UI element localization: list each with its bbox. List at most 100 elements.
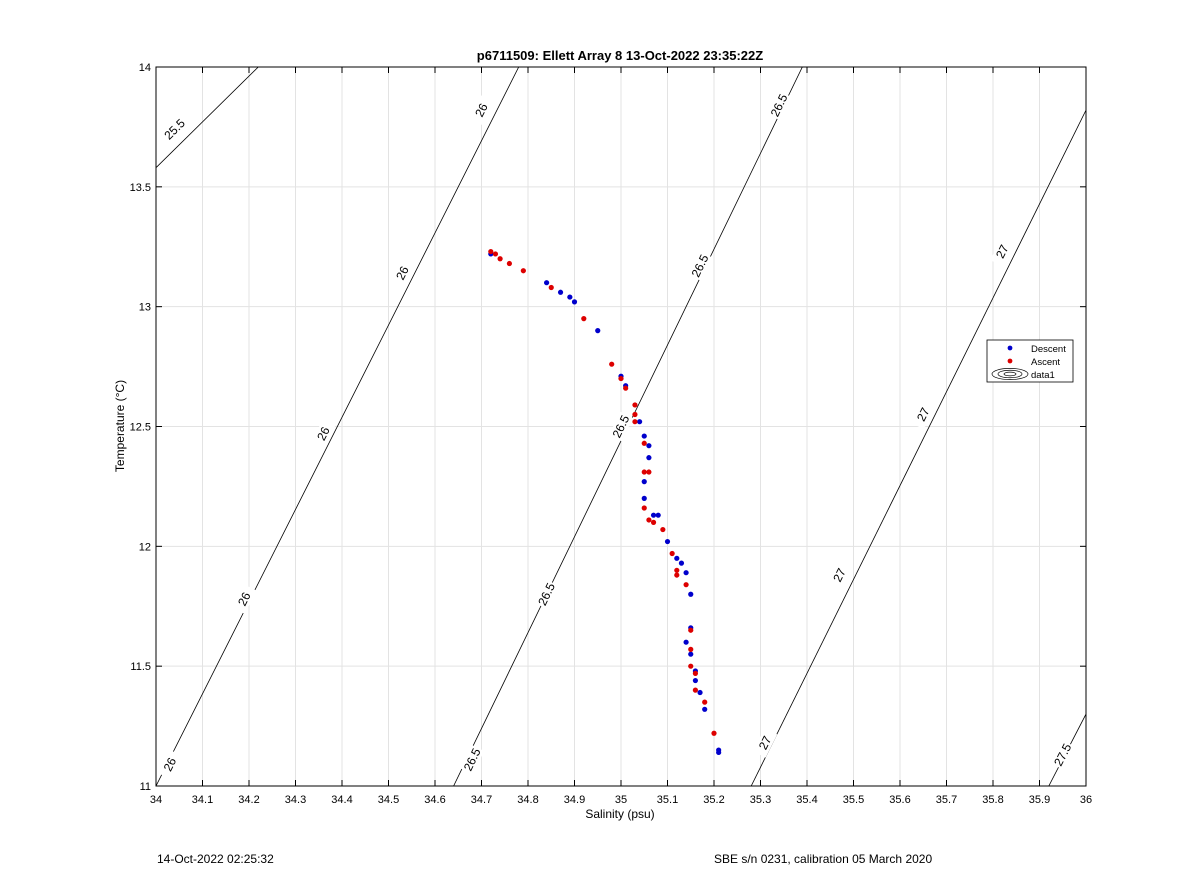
point-ascent (488, 248, 494, 255)
x-tick-label: 34.6 (424, 794, 445, 806)
y-tick-label: 11.5 (130, 661, 151, 673)
legend-contour-icon (1003, 371, 1017, 377)
point-descent (571, 299, 578, 305)
y-tick-label: 13.5 (130, 182, 151, 194)
y-tick-label: 12.5 (130, 422, 151, 434)
contour-label: 26 (472, 101, 491, 120)
point-descent (716, 749, 722, 756)
x-tick-label: 35.5 (843, 794, 864, 806)
x-tick-label: 34 (150, 794, 162, 806)
point-ascent (632, 402, 638, 408)
point-descent (641, 495, 647, 501)
contour-label-bg (390, 258, 415, 288)
point-ascent (650, 519, 657, 525)
point-ascent (688, 627, 694, 633)
point-descent (678, 560, 685, 566)
point-ascent (660, 526, 666, 533)
point-ascent (683, 582, 689, 588)
point-ascent (632, 419, 638, 425)
x-tick-label: 34.4 (331, 794, 352, 806)
point-ascent (646, 469, 652, 475)
x-axis-label: Salinity (psu) (585, 807, 654, 821)
contour-label: 27 (914, 405, 933, 423)
contour-label: 26 (161, 755, 180, 774)
y-tick-label: 11 (140, 781, 151, 793)
x-tick-label: 35 (615, 794, 627, 806)
point-descent (697, 689, 703, 696)
x-tick-label: 34.7 (471, 794, 492, 806)
y-tick-label: 13 (139, 302, 151, 314)
point-ascent (497, 256, 503, 262)
contour-label-bg (534, 579, 559, 610)
legend-label: Ascent (1031, 357, 1060, 368)
legend-box (986, 339, 1074, 383)
x-tick-label: 35.6 (889, 794, 910, 806)
point-descent (683, 570, 689, 576)
point-descent (688, 591, 694, 597)
point-ascent (674, 567, 680, 573)
point-ascent (711, 730, 717, 736)
point-ascent (674, 572, 680, 578)
point-descent (702, 706, 708, 712)
point-descent (637, 419, 643, 425)
contour-label-bg (232, 584, 257, 614)
point-ascent (646, 517, 652, 523)
contour-label-bg (767, 90, 792, 121)
point-descent (688, 651, 694, 657)
point-descent (692, 677, 699, 684)
contour-label: 26 (235, 590, 254, 609)
contour-label: 26 (393, 264, 412, 283)
legend: Descent Ascent data1 (986, 339, 1074, 383)
y-axis-label: Temperature (°C) (113, 380, 127, 472)
contour-label-bg (157, 749, 183, 780)
point-descent (544, 280, 550, 286)
point-descent (567, 294, 573, 300)
point-ascent (618, 375, 624, 382)
contour-label: 27 (756, 733, 775, 751)
data-points (488, 248, 722, 756)
point-ascent (688, 646, 694, 652)
contour-label-bg (688, 251, 713, 281)
x-tick-label: 34.9 (564, 794, 585, 806)
x-tick-label: 35.8 (982, 794, 1003, 806)
legend-label: Descent (1031, 344, 1066, 355)
legend-marker-descent (1007, 345, 1013, 351)
contour-label-bg (460, 744, 485, 775)
point-descent (641, 433, 647, 439)
contour-label: 27 (993, 242, 1012, 260)
x-tick-label: 35.2 (703, 794, 724, 806)
legend-label: data1 (1031, 370, 1055, 381)
x-tick-label: 34.5 (378, 794, 399, 806)
legend-marker-ascent (1007, 358, 1013, 364)
x-tick-label: 34.3 (285, 794, 306, 806)
point-ascent (632, 411, 638, 418)
contour-label-bg (827, 560, 852, 590)
point-ascent (688, 663, 694, 669)
contour-line-27 (750, 109, 1086, 786)
point-descent (646, 443, 652, 449)
x-tick-label: 35.1 (657, 794, 678, 806)
point-ascent (641, 505, 647, 511)
contour-line-26 (156, 67, 520, 786)
point-ascent (641, 469, 647, 475)
contour-label-bg (311, 418, 336, 449)
contour-label-bg (1050, 740, 1075, 770)
point-ascent (623, 385, 629, 391)
contour-label-bg (911, 399, 936, 430)
point-ascent (609, 361, 615, 367)
point-descent (595, 328, 601, 334)
point-descent (641, 479, 647, 485)
x-tick-label: 34.1 (192, 794, 213, 806)
contour-label: 27 (830, 566, 849, 584)
x-tick-label: 35.7 (936, 794, 957, 806)
contour-label: 26 (314, 424, 333, 443)
legend-contour-icon (991, 368, 1029, 380)
y-tick-label: 14 (139, 62, 151, 74)
point-ascent (520, 268, 526, 274)
contour-label-bg (609, 411, 633, 442)
point-ascent (581, 316, 587, 322)
point-ascent (506, 260, 512, 267)
point-ascent (669, 550, 675, 557)
point-ascent (492, 251, 499, 257)
